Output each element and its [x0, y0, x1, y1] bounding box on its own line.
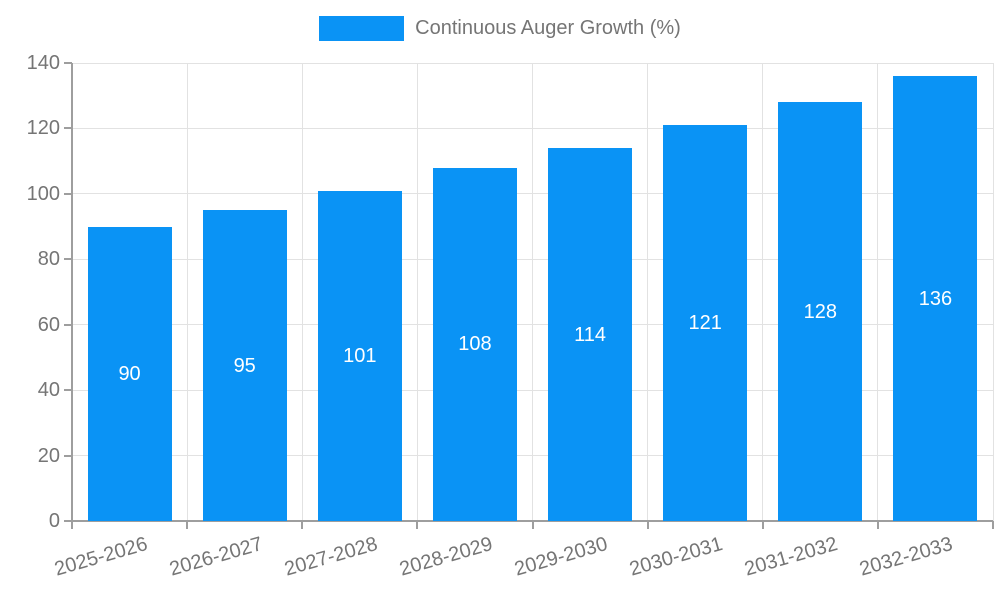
bar-value-label: 101: [343, 344, 377, 367]
bar[interactable]: [87, 226, 172, 521]
legend-swatch: [319, 16, 405, 41]
bar[interactable]: [548, 148, 633, 521]
gridline-vertical: [532, 63, 533, 521]
bar[interactable]: [778, 102, 863, 521]
bar-value-label: 128: [803, 300, 837, 323]
bar[interactable]: [663, 125, 748, 521]
y-axis-tick: [64, 389, 72, 392]
bar-value-label: 90: [118, 362, 141, 385]
bar[interactable]: [893, 76, 978, 521]
bar-value-label: 108: [458, 333, 492, 356]
bar[interactable]: [202, 210, 287, 521]
x-axis-tick: [646, 521, 649, 529]
y-tick-label: 40: [37, 379, 60, 402]
x-axis-tick: [531, 521, 534, 529]
legend-label: Continuous Auger Growth (%): [415, 17, 681, 39]
bar[interactable]: [317, 190, 402, 521]
x-axis-tick: [301, 521, 304, 529]
y-axis-tick: [64, 258, 72, 261]
legend[interactable]: Continuous Auger Growth (%): [0, 16, 1000, 41]
y-axis-line: [71, 63, 73, 529]
y-tick-label: 100: [26, 182, 60, 205]
gridline-vertical: [416, 63, 418, 521]
y-axis-tick: [64, 62, 72, 64]
y-tick-label: 80: [37, 248, 60, 271]
x-axis-tick: [992, 521, 994, 529]
x-axis-tick: [416, 521, 419, 529]
y-tick-label: 140: [26, 52, 60, 74]
x-axis-line: [64, 520, 993, 522]
y-axis-tick: [64, 454, 72, 457]
y-axis-tick: [64, 323, 72, 326]
x-axis-tick: [761, 521, 764, 529]
y-tick-label: 120: [26, 117, 60, 140]
gridline-vertical: [762, 63, 764, 521]
y-axis-tick: [64, 127, 72, 130]
gridline-vertical: [301, 63, 303, 521]
gridline-vertical: [877, 63, 879, 521]
y-axis-tick: [64, 192, 72, 195]
gridline-vertical: [992, 63, 994, 521]
y-tick-label: 60: [37, 313, 60, 336]
bar-value-label: 114: [574, 323, 606, 346]
y-tick-label: 20: [37, 444, 60, 467]
bar[interactable]: [432, 167, 517, 521]
bar-value-label: 95: [233, 354, 256, 377]
bar-value-label: 136: [918, 287, 953, 310]
x-axis-tick: [186, 521, 189, 529]
gridline-vertical: [647, 63, 649, 521]
y-tick-label: 0: [48, 510, 60, 532]
x-axis-tick: [876, 521, 879, 529]
gridline-vertical: [186, 63, 188, 521]
bar-value-label: 121: [688, 312, 722, 335]
